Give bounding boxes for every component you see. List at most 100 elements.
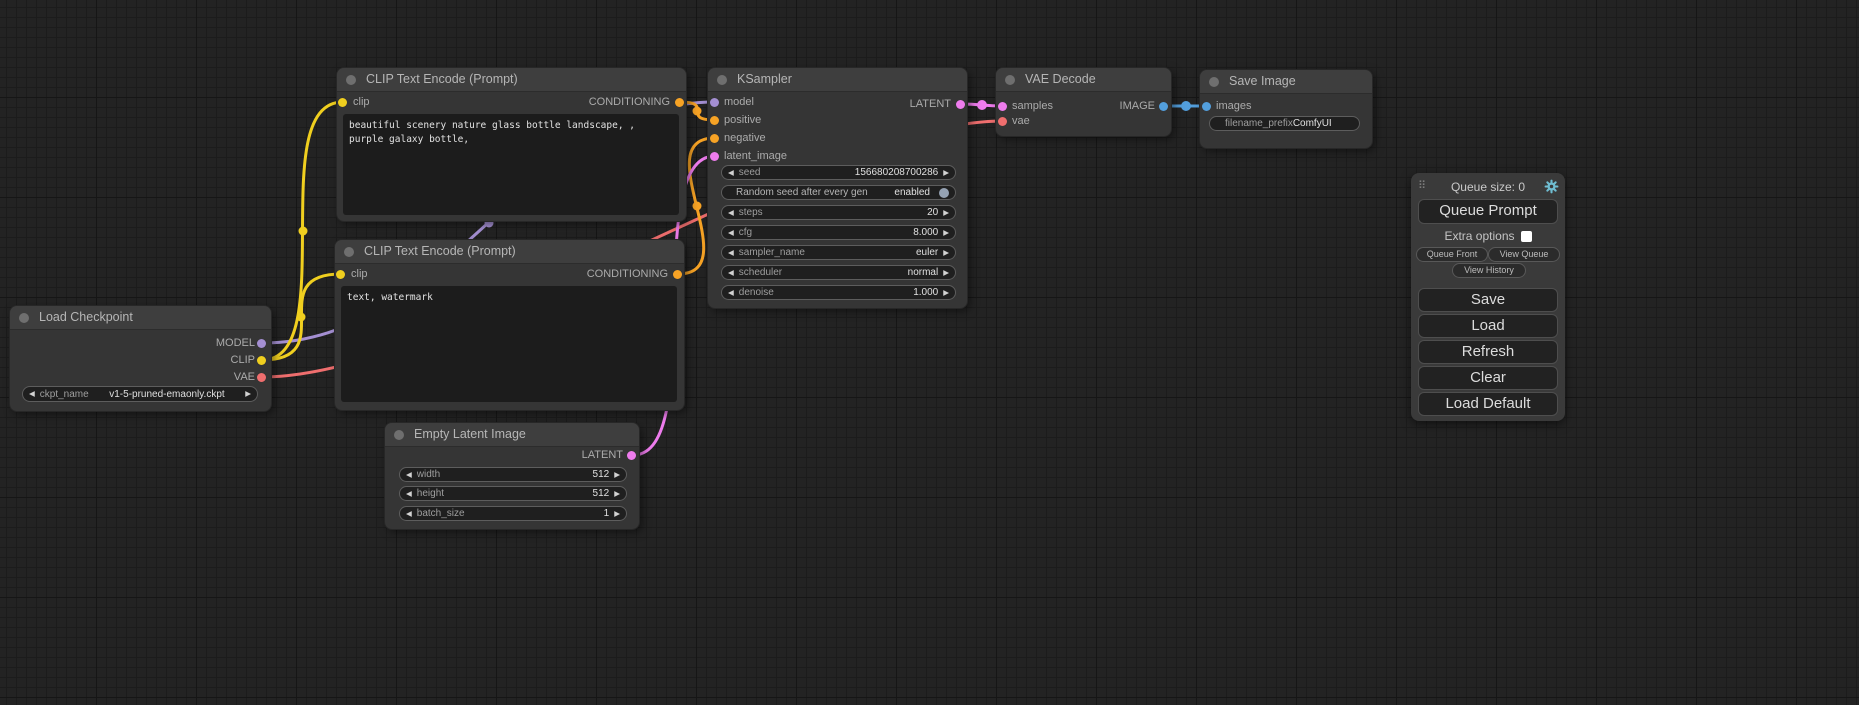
input-port-clip[interactable] (336, 270, 345, 279)
increment-arrow-icon[interactable]: ▶ (943, 287, 949, 297)
collapse-dot-icon[interactable] (717, 74, 727, 85)
node-clip-text-encode-negative[interactable]: CLIP Text Encode (Prompt) clip CONDITION… (335, 240, 684, 410)
input-port-latent-image[interactable] (710, 151, 719, 161)
node-titlebar[interactable]: Load Checkpoint (10, 306, 271, 330)
widget-label: width (416, 469, 441, 480)
output-label-conditioning: CONDITIONING (586, 268, 668, 280)
decrement-arrow-icon[interactable]: ◀ (728, 207, 734, 217)
output-port-model[interactable] (257, 339, 266, 348)
batch-size-widget[interactable]: ◀ batch_size 1 ▶ (399, 506, 627, 521)
decrement-arrow-icon[interactable]: ◀ (728, 247, 734, 257)
view-queue-button[interactable]: View Queue (1488, 247, 1560, 262)
random-seed-toggle-widget[interactable]: Random seed after every gen enabled (721, 185, 956, 200)
increment-arrow-icon[interactable]: ▶ (245, 389, 251, 399)
collapse-dot-icon[interactable] (344, 246, 354, 257)
input-port-positive[interactable] (710, 115, 719, 125)
input-port-model[interactable] (710, 97, 719, 107)
filename-prefix-widget[interactable]: filename_prefix ComfyUI (1209, 116, 1360, 131)
settings-gear-icon[interactable] (1544, 179, 1559, 199)
node-titlebar[interactable]: KSampler (708, 68, 967, 92)
input-label-model: model (724, 96, 754, 108)
link-midpoint-dot (298, 226, 308, 236)
input-port-negative[interactable] (710, 133, 719, 143)
extra-options-checkbox[interactable] (1520, 231, 1532, 242)
output-port-conditioning[interactable] (675, 98, 684, 107)
decrement-arrow-icon[interactable]: ◀ (728, 167, 734, 177)
output-port-latent[interactable] (627, 450, 636, 460)
node-load-checkpoint[interactable]: Load Checkpoint MODEL CLIP VAE ◀ ckpt_na… (10, 306, 271, 411)
increment-arrow-icon[interactable]: ▶ (943, 267, 949, 277)
output-port-image[interactable] (1159, 101, 1168, 111)
prompt-textarea[interactable]: beautiful scenery nature glass bottle la… (343, 114, 679, 215)
increment-arrow-icon[interactable]: ▶ (614, 469, 620, 479)
drag-handle-icon[interactable]: ⠿ (1418, 180, 1427, 192)
widget-label: ckpt_name (39, 388, 89, 400)
increment-arrow-icon[interactable]: ▶ (943, 167, 949, 177)
load-default-button[interactable]: Load Default (1418, 392, 1558, 416)
scheduler-widget[interactable]: ◀ scheduler normal ▶ (721, 265, 956, 280)
decrement-arrow-icon[interactable]: ◀ (728, 227, 734, 237)
node-titlebar[interactable]: Empty Latent Image (385, 423, 639, 447)
view-history-button[interactable]: View History (1452, 263, 1526, 278)
widget-label: sampler_name (738, 247, 805, 258)
node-ksampler[interactable]: KSampler model positive negative latent_… (708, 68, 967, 308)
collapse-dot-icon[interactable] (394, 429, 404, 440)
decrement-arrow-icon[interactable]: ◀ (406, 508, 412, 518)
width-widget[interactable]: ◀ width 512 ▶ (399, 467, 627, 482)
input-port-images[interactable] (1202, 101, 1211, 111)
increment-arrow-icon[interactable]: ▶ (943, 227, 949, 237)
denoise-widget[interactable]: ◀ denoise 1.000 ▶ (721, 285, 956, 300)
decrement-arrow-icon[interactable]: ◀ (728, 287, 734, 297)
input-port-clip[interactable] (338, 98, 347, 107)
queue-front-button[interactable]: Queue Front (1416, 247, 1488, 262)
node-vae-decode[interactable]: VAE Decode samples vae IMAGE (996, 68, 1171, 136)
node-titlebar[interactable]: CLIP Text Encode (Prompt) (337, 68, 686, 92)
output-port-vae[interactable] (257, 373, 266, 382)
input-label-images: images (1216, 100, 1252, 112)
widget-value: euler (915, 247, 939, 258)
toggle-dot-icon[interactable] (939, 187, 949, 198)
prompt-textarea[interactable]: text, watermark (341, 286, 677, 402)
collapse-dot-icon[interactable] (1005, 74, 1015, 85)
queue-panel: ⠿ Queue size: 0 Queue Prompt Ex (1411, 173, 1565, 421)
decrement-arrow-icon[interactable]: ◀ (29, 389, 35, 399)
clear-button[interactable]: Clear (1418, 366, 1558, 390)
node-titlebar[interactable]: CLIP Text Encode (Prompt) (335, 240, 684, 264)
collapse-dot-icon[interactable] (346, 74, 356, 85)
decrement-arrow-icon[interactable]: ◀ (406, 488, 412, 498)
decrement-arrow-icon[interactable]: ◀ (728, 267, 734, 277)
increment-arrow-icon[interactable]: ▶ (614, 488, 620, 498)
input-label-clip: clip (351, 268, 368, 280)
steps-widget[interactable]: ◀ steps 20 ▶ (721, 205, 956, 220)
increment-arrow-icon[interactable]: ▶ (943, 247, 949, 257)
input-port-vae[interactable] (998, 116, 1007, 126)
cfg-widget[interactable]: ◀ cfg 8.000 ▶ (721, 225, 956, 240)
height-widget[interactable]: ◀ height 512 ▶ (399, 486, 627, 501)
collapse-dot-icon[interactable] (19, 312, 29, 323)
widget-value: normal (907, 267, 939, 278)
refresh-button[interactable]: Refresh (1418, 340, 1558, 364)
node-titlebar[interactable]: Save Image (1200, 70, 1372, 94)
decrement-arrow-icon[interactable]: ◀ (406, 469, 412, 479)
increment-arrow-icon[interactable]: ▶ (614, 508, 620, 518)
node-empty-latent-image[interactable]: Empty Latent Image LATENT ◀ width 512 ▶ … (385, 423, 639, 529)
seed-widget[interactable]: ◀ seed 156680208700286 ▶ (721, 165, 956, 180)
collapse-dot-icon[interactable] (1209, 76, 1219, 87)
save-button[interactable]: Save (1418, 288, 1558, 312)
sampler-name-widget[interactable]: ◀ sampler_name euler ▶ (721, 245, 956, 260)
node-save-image[interactable]: Save Image images filename_prefix ComfyU… (1200, 70, 1372, 148)
node-titlebar[interactable]: VAE Decode (996, 68, 1171, 92)
increment-arrow-icon[interactable]: ▶ (943, 207, 949, 217)
output-port-conditioning[interactable] (673, 270, 682, 279)
queue-prompt-button[interactable]: Queue Prompt (1418, 199, 1558, 224)
node-clip-text-encode-positive[interactable]: CLIP Text Encode (Prompt) clip CONDITION… (337, 68, 686, 221)
ckpt-name-widget[interactable]: ◀ ckpt_name v1-5-pruned-emaonly.ckpt ▶ (22, 386, 258, 402)
input-label-samples: samples (1012, 100, 1053, 112)
output-port-clip[interactable] (257, 356, 266, 365)
link-midpoint-dot (692, 106, 702, 116)
output-port-latent[interactable] (956, 99, 965, 109)
input-port-samples[interactable] (998, 101, 1007, 111)
load-button[interactable]: Load (1418, 314, 1558, 338)
node-title: Empty Latent Image (414, 427, 526, 441)
